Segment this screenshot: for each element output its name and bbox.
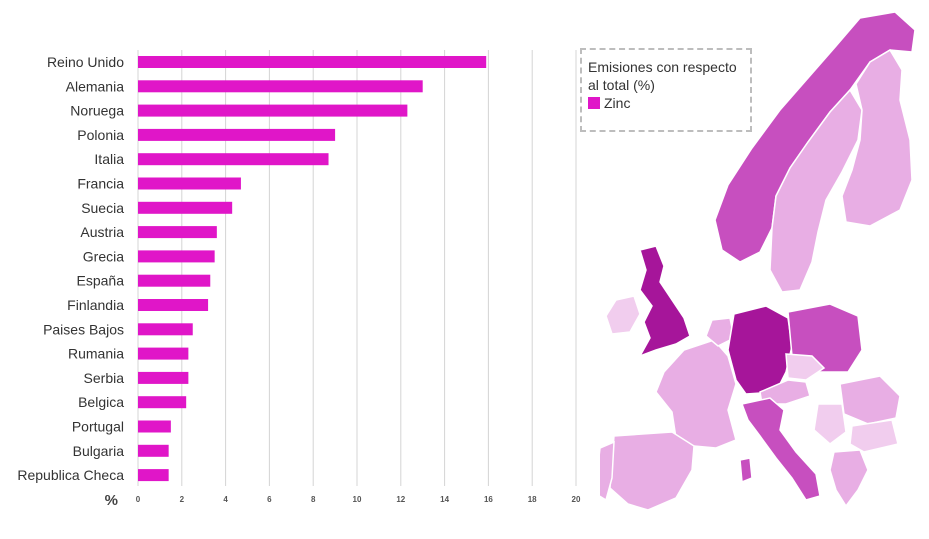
grid-lines (137, 50, 577, 486)
bar-italia (138, 153, 329, 166)
legend-swatch (588, 97, 600, 109)
category-label: Belgica (78, 394, 124, 410)
category-label: Alemania (66, 78, 125, 94)
category-label: Republica Checa (17, 467, 124, 483)
legend-entry: Zinc (588, 95, 744, 111)
category-label: Paises Bajos (43, 321, 124, 337)
map-region-irlanda (605, 295, 641, 335)
map-region-cerdena (739, 457, 753, 484)
legend: Emisiones con respecto al total (%) Zinc (580, 48, 752, 132)
bar-serbia (138, 371, 189, 384)
x-tick-label: 18 (528, 495, 537, 504)
map-region-bulgaria (849, 419, 899, 453)
category-label: Austria (80, 224, 124, 240)
legend-entry-label: Zinc (604, 95, 631, 111)
x-tick-label: 0 (136, 495, 141, 504)
category-label: Reino Unido (47, 54, 124, 70)
map-region-finlandia (841, 48, 913, 227)
bar-rumania (138, 347, 189, 360)
map-region-italia (740, 397, 821, 501)
bar-españa (138, 274, 211, 287)
category-label: Grecia (83, 248, 124, 264)
x-tick-label: 12 (396, 495, 405, 504)
legend-title: Emisiones con respecto al total (%) (588, 59, 737, 93)
x-axis-unit-label: % (105, 492, 118, 509)
category-label: Bulgaria (73, 443, 125, 459)
bar-polonia (138, 128, 336, 141)
x-tick-label: 2 (180, 495, 185, 504)
category-label: Rumania (68, 346, 124, 362)
bar-austria (138, 226, 217, 239)
x-tick-label: 16 (484, 495, 493, 504)
bar-belgica (138, 396, 187, 409)
map-region-suecia (769, 88, 863, 293)
category-label: Serbia (84, 370, 125, 386)
bar-paises-bajos (138, 323, 193, 336)
category-label: Suecia (81, 200, 124, 216)
bar-bulgaria (138, 444, 169, 457)
map-region-francia (655, 339, 737, 449)
map-region-alemania (727, 305, 793, 395)
bar-suecia (138, 201, 233, 214)
bar-grecia (138, 250, 215, 263)
category-labels: Reino Unido Alemania Noruega Polonia Italia F… (17, 54, 124, 483)
bar-republica-checa (138, 469, 169, 482)
x-tick-label: 4 (223, 495, 228, 504)
map-region-reino-unido (638, 245, 691, 358)
x-tick-label: 6 (267, 495, 272, 504)
category-label: Finlandia (67, 297, 124, 313)
map-region-espana (609, 431, 695, 511)
map-region-serbia (813, 403, 847, 445)
bar-reino-unido (138, 56, 487, 68)
map-region-grecia (829, 449, 869, 508)
category-label: Italia (94, 151, 124, 167)
bar-chart: Reino Unido Alemania Noruega Polonia Italia F… (17, 50, 581, 509)
bar-finlandia (138, 299, 209, 311)
category-label: Noruega (70, 103, 124, 119)
x-tick-labels: 0 2 4 6 8 10 12 14 16 18 20 (136, 495, 581, 504)
map-region-portugal (600, 440, 615, 502)
category-label: España (77, 273, 125, 289)
category-label: Polonia (77, 127, 124, 143)
bar-portugal (138, 420, 171, 433)
bars (138, 56, 487, 482)
bar-francia (138, 177, 241, 190)
x-tick-label: 20 (572, 495, 581, 504)
map-region-paises-bajos (705, 317, 735, 347)
x-tick-label: 8 (311, 495, 316, 504)
map-region-republica-checa (785, 353, 826, 381)
bar-alemania (138, 80, 423, 93)
category-label: Francia (77, 176, 124, 192)
category-label: Portugal (72, 419, 124, 435)
x-tick-label: 10 (353, 495, 362, 504)
map-region-rumania (839, 375, 901, 425)
x-tick-label: 14 (440, 495, 449, 504)
europe-map (600, 11, 916, 511)
bar-noruega (138, 104, 408, 117)
